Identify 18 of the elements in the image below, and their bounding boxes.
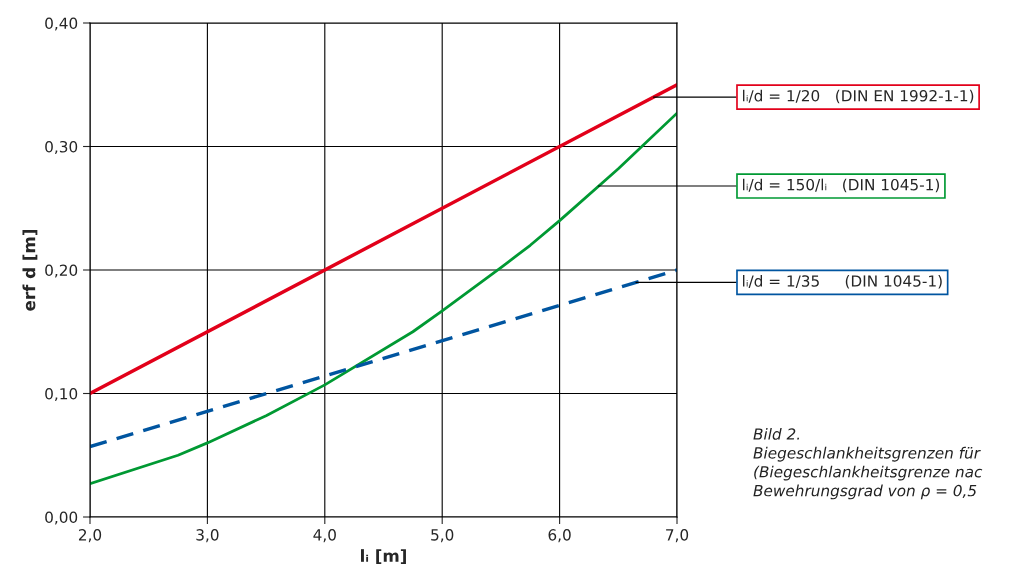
y-tick-label: 0,20 — [45, 264, 78, 278]
x-tick-label: 5,0 — [431, 529, 454, 543]
annotation: lᵢ/d = 150/lᵢ (DIN 1045-1) — [743, 178, 940, 193]
y-tick-label: 0,10 — [45, 387, 78, 402]
x-tick-label: 6,0 — [548, 529, 571, 543]
line-series — [90, 111, 677, 486]
y-tick-label: 0,00 — [45, 511, 78, 525]
x-tick-label: 3,0 — [196, 529, 219, 543]
y-tick-label: 0,30 — [45, 140, 78, 155]
text: Bild 2. Biegeschlankheitsgrenzen für (Biegeschlankheitsgrenze nac Bewehrungsgrad von ρ = 0,5 — [753, 428, 983, 500]
x-tick-label: 2,0 — [78, 529, 102, 543]
annotation: lᵢ/d = 1/20 (DIN EN 1992-1-1) — [743, 89, 974, 104]
x-tick-label: 7,0 — [666, 529, 689, 543]
y-axis-title: erf d [m] — [22, 229, 38, 311]
x-axis-title: lᵢ [m] — [361, 549, 406, 565]
y-tick-label: 0,40 — [45, 17, 78, 31]
annotation: lᵢ/d = 1/35 (DIN 1045-1) — [743, 274, 942, 289]
x-tick-label: 4,0 — [313, 529, 336, 543]
